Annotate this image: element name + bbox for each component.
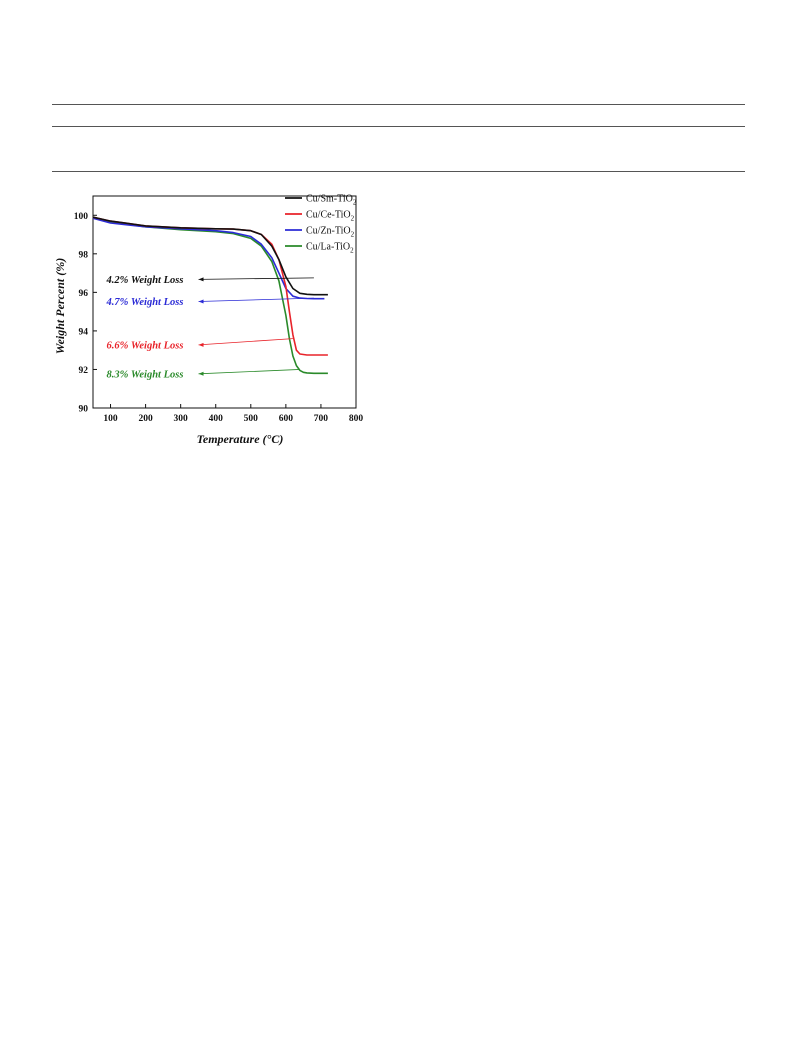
legend-label: Cu/Zn-TiO2 [306,226,355,239]
series-line-cu-ce-tio2 [92,216,328,356]
legend-label-base: Cu/Ce-TiO [306,210,351,221]
tga-figure: 100 200 300 400 500 600 700 800 90 92 94 96 98 100 4.… [52,182,382,450]
y-tick-label: 100 [74,212,89,222]
y-tick-label: 90 [79,405,89,415]
x-tick-label: 800 [349,414,364,424]
top-rule [52,104,745,105]
y-tick-label: 96 [79,289,89,299]
annotation-arrow-head [198,277,204,282]
legend-label-subscript: 2 [351,215,355,223]
y-tick-label: 98 [79,250,89,260]
x-tick-label: 100 [103,414,118,424]
annotation-layer: 4.2% Weight Loss 4.7% Weight Loss 6.6% Wei… [106,275,314,380]
annotation-arrow-head [198,342,204,347]
series-line-cu-sm-tio2 [92,216,328,296]
plot-border [92,195,357,409]
legend-label-subscript: 2 [351,231,355,239]
x-tick-label: 600 [279,414,294,424]
legend-label: Cu/La-TiO2 [306,242,354,255]
x-axis-label: Temperature (°C) [197,432,284,446]
x-tick-label: 400 [209,414,224,424]
y-tick-label: 92 [79,366,89,376]
legend-label: Cu/Sm-TiO2 [306,194,357,207]
x-tick-label: 300 [174,414,189,424]
y-axis-label: Weight Percent (%) [53,258,67,354]
y-tick-label: 94 [79,327,89,337]
legend-label-base: Cu/Zn-TiO [306,226,351,237]
legend-label-base: Cu/Sm-TiO [306,194,353,205]
x-tick-label: 500 [244,414,258,424]
x-tick-label: 200 [138,414,153,424]
annotation-label: 4.2% Weight Loss [106,275,184,286]
axis-ticks: 100 200 300 400 500 600 700 800 90 92 94 96 98 100 [74,212,364,424]
annotation-label: 4.7% Weight Loss [106,297,184,308]
annotation-arrow-line [198,369,300,375]
annotation-arrow-line [198,297,314,302]
legend-label: Cu/Ce-TiO2 [306,210,355,223]
annotation-arrow-head [198,371,204,376]
x-tick-label: 700 [314,414,329,424]
legend-label-subscript: 2 [353,199,357,207]
annotation-arrow-line [198,277,314,280]
bottom-rule [52,171,745,172]
plot-frame [92,195,357,409]
annotation-label: 8.3% Weight Loss [107,369,184,380]
middle-rule [52,126,745,127]
annotation-arrow-head [198,299,204,304]
annotation-arrow-line [198,338,293,346]
annotation-label: 6.6% Weight Loss [107,340,184,351]
tga-chart: 100 200 300 400 500 600 700 800 90 92 94 96 98 100 4.… [53,194,364,447]
series-line-cu-la-tio2 [92,216,328,375]
legend-label-base: Cu/La-TiO [306,242,350,253]
legend-label-subscript: 2 [350,247,354,255]
